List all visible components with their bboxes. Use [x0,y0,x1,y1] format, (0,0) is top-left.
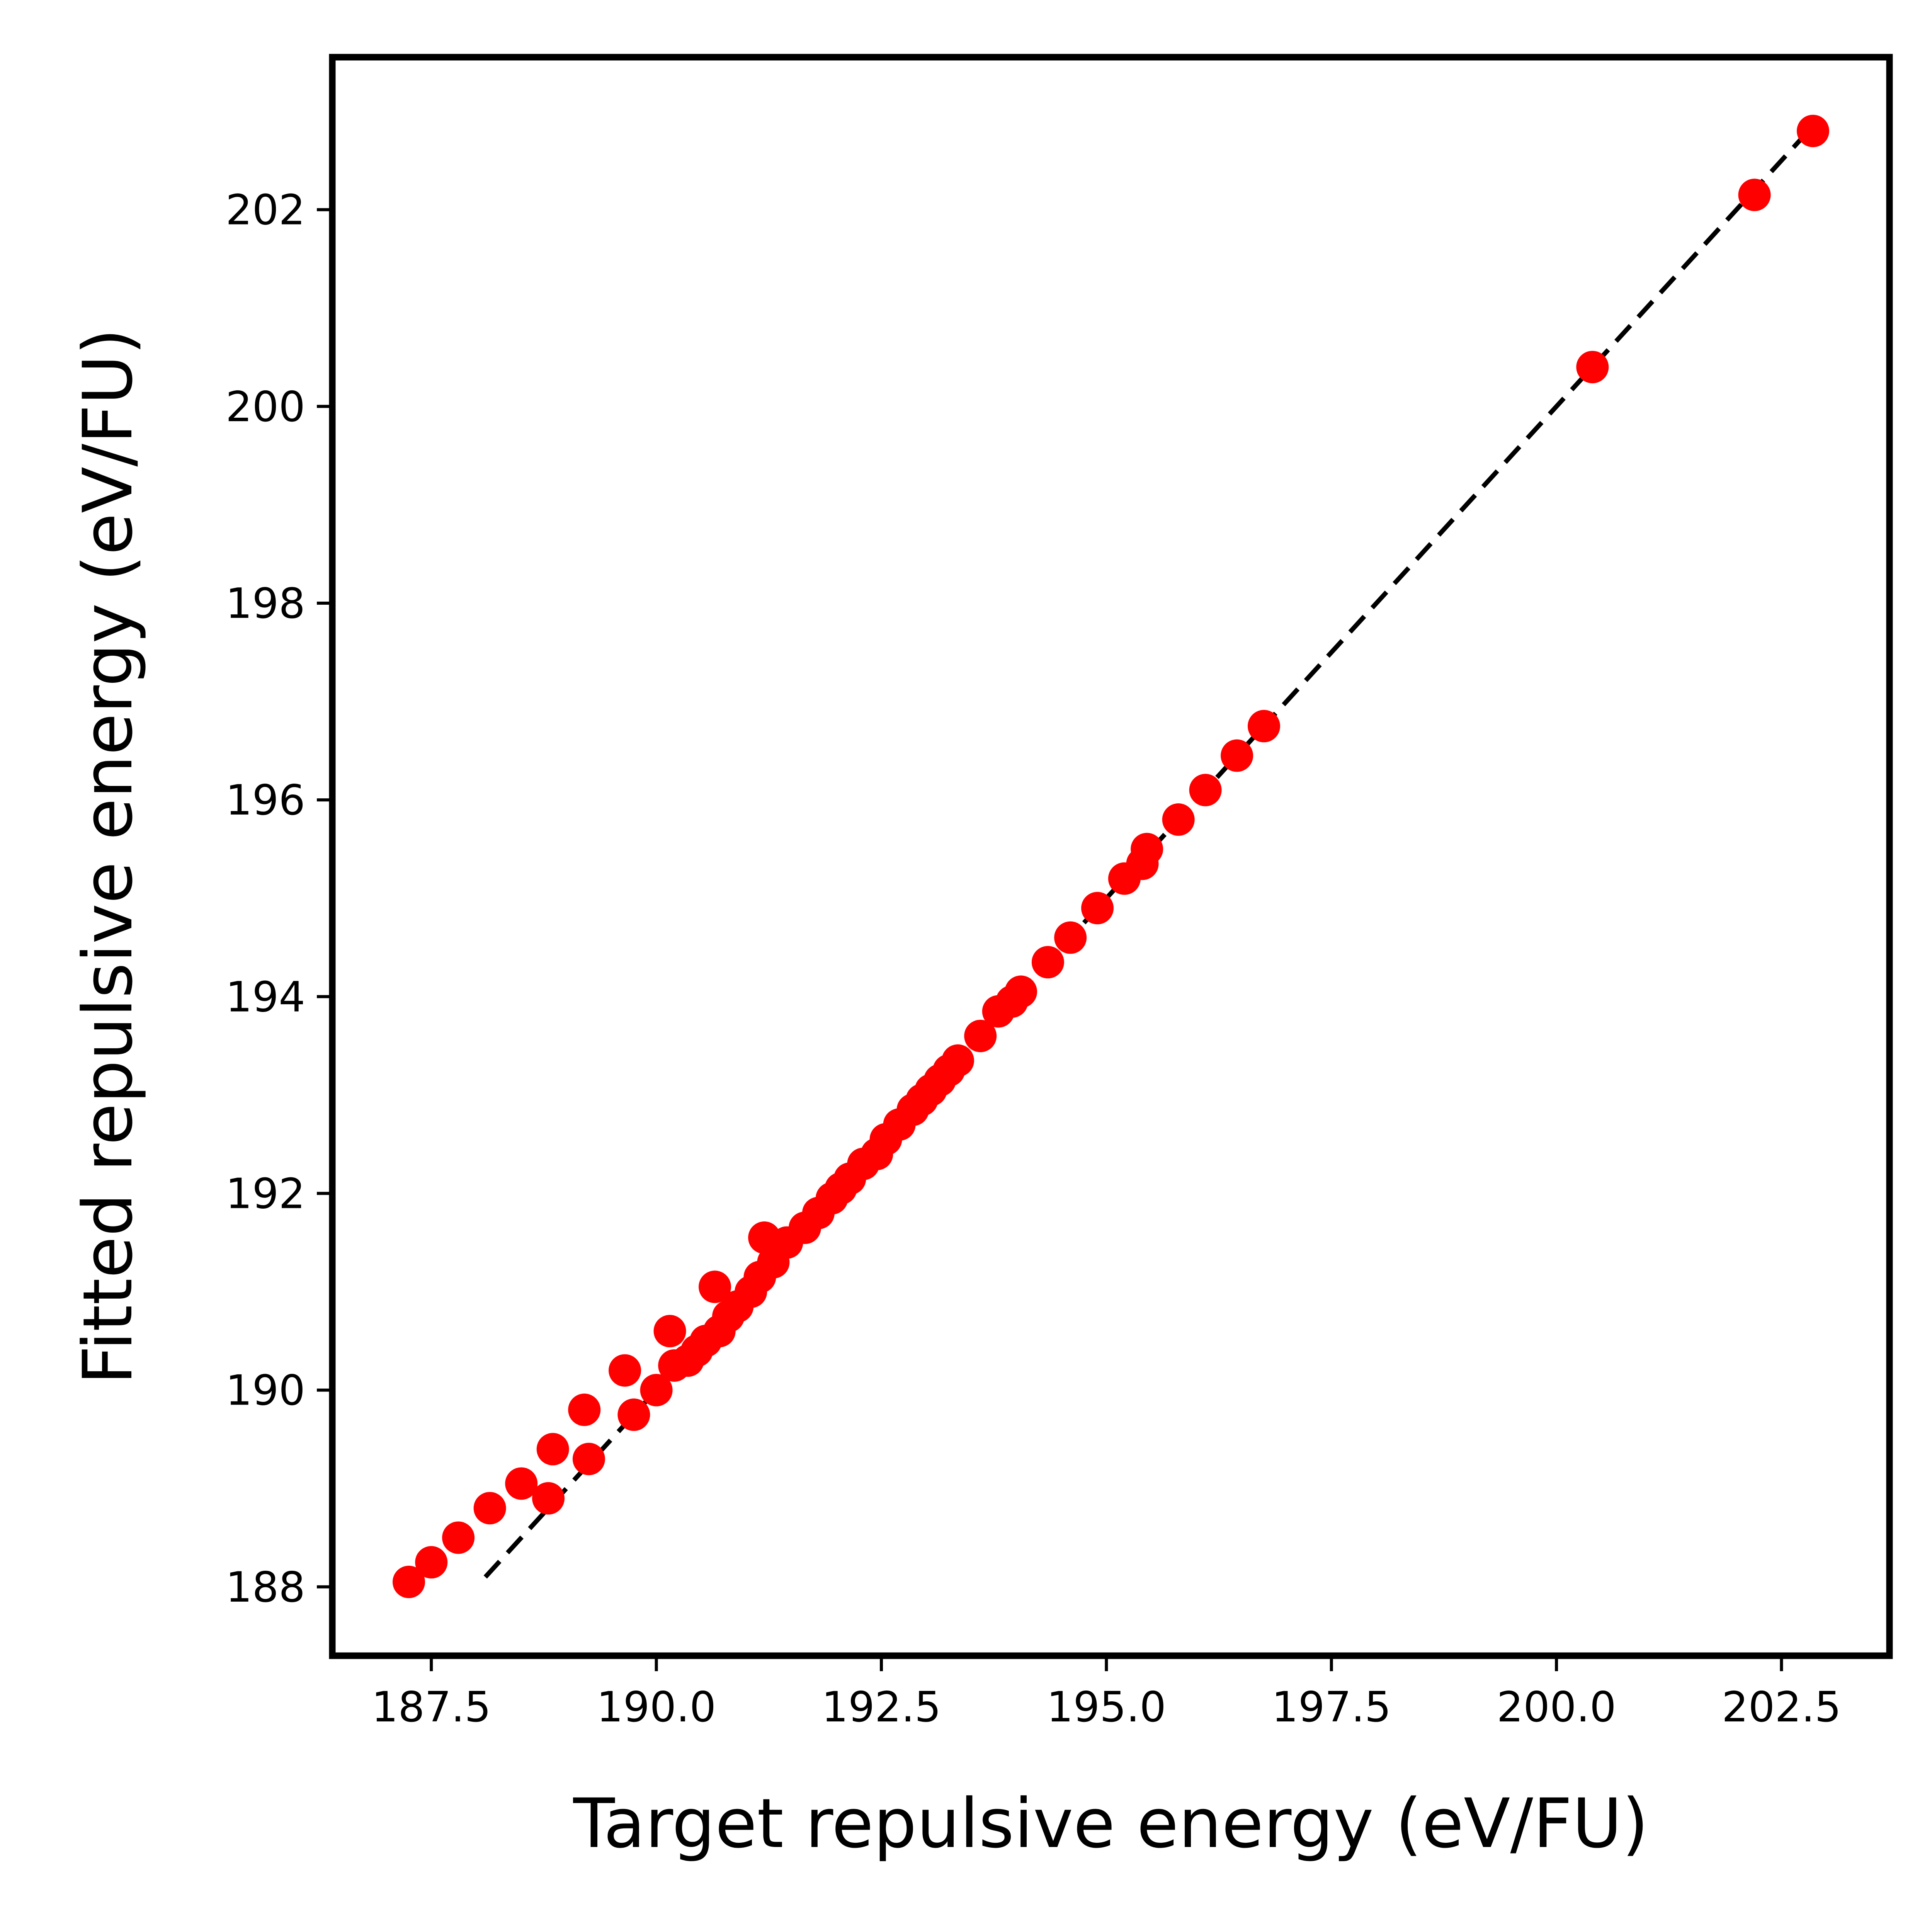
y-tick-label: 202 [226,186,305,235]
x-tick-label: 195.0 [1047,1683,1166,1731]
data-point [505,1467,538,1500]
y-tick-label: 194 [226,973,305,1021]
x-tick-label: 202.5 [1722,1683,1841,1731]
x-tick-label: 187.5 [372,1683,491,1731]
data-point [536,1433,569,1466]
data-point [1131,833,1163,866]
data-point [1738,179,1771,211]
data-point [442,1521,475,1554]
y-tick-label: 200 [226,383,305,431]
x-tick-label: 200.0 [1497,1683,1616,1731]
data-point [1005,975,1037,1008]
y-tick-label: 198 [226,580,305,628]
data-point [1796,114,1829,147]
data-point [1054,921,1087,954]
data-point [415,1546,448,1579]
data-point [1081,892,1114,925]
y-tick-label: 196 [226,776,305,825]
data-point [640,1374,673,1406]
data-points-layer [393,114,1829,1599]
data-point [1221,739,1253,772]
data-point [572,1442,605,1475]
data-point [568,1393,601,1426]
data-point [473,1492,506,1525]
data-point [1031,946,1064,979]
data-point [532,1482,565,1515]
x-tick-label: 192.5 [821,1683,941,1731]
x-axis-ticks: 187.5 190.0 192.5 195.0 197.5 200.0 202.5 [372,1656,1841,1731]
y-axis-label: Fitted repulsive energy (eV/FU) [68,328,148,1385]
data-point [964,1020,997,1053]
x-tick-label: 190.0 [597,1683,716,1731]
data-point [1189,774,1222,806]
data-point [1248,710,1281,743]
plot-frame [329,54,1893,1659]
x-tick-label: 197.5 [1272,1683,1391,1731]
x-axis-label: Target repulsive energy (eV/FU) [573,1784,1649,1863]
y-tick-label: 188 [226,1563,305,1612]
data-point [609,1354,641,1387]
data-point [393,1566,425,1599]
y-tick-label: 190 [226,1367,305,1415]
data-point [617,1398,650,1431]
y-tick-label: 192 [226,1170,305,1218]
data-point [699,1270,731,1303]
y-axis-ticks: 188 190 192 194 196 198 200 202 [226,186,332,1612]
data-point [1576,350,1609,383]
data-point [1162,803,1195,836]
data-point [653,1315,686,1347]
data-point [941,1044,974,1077]
